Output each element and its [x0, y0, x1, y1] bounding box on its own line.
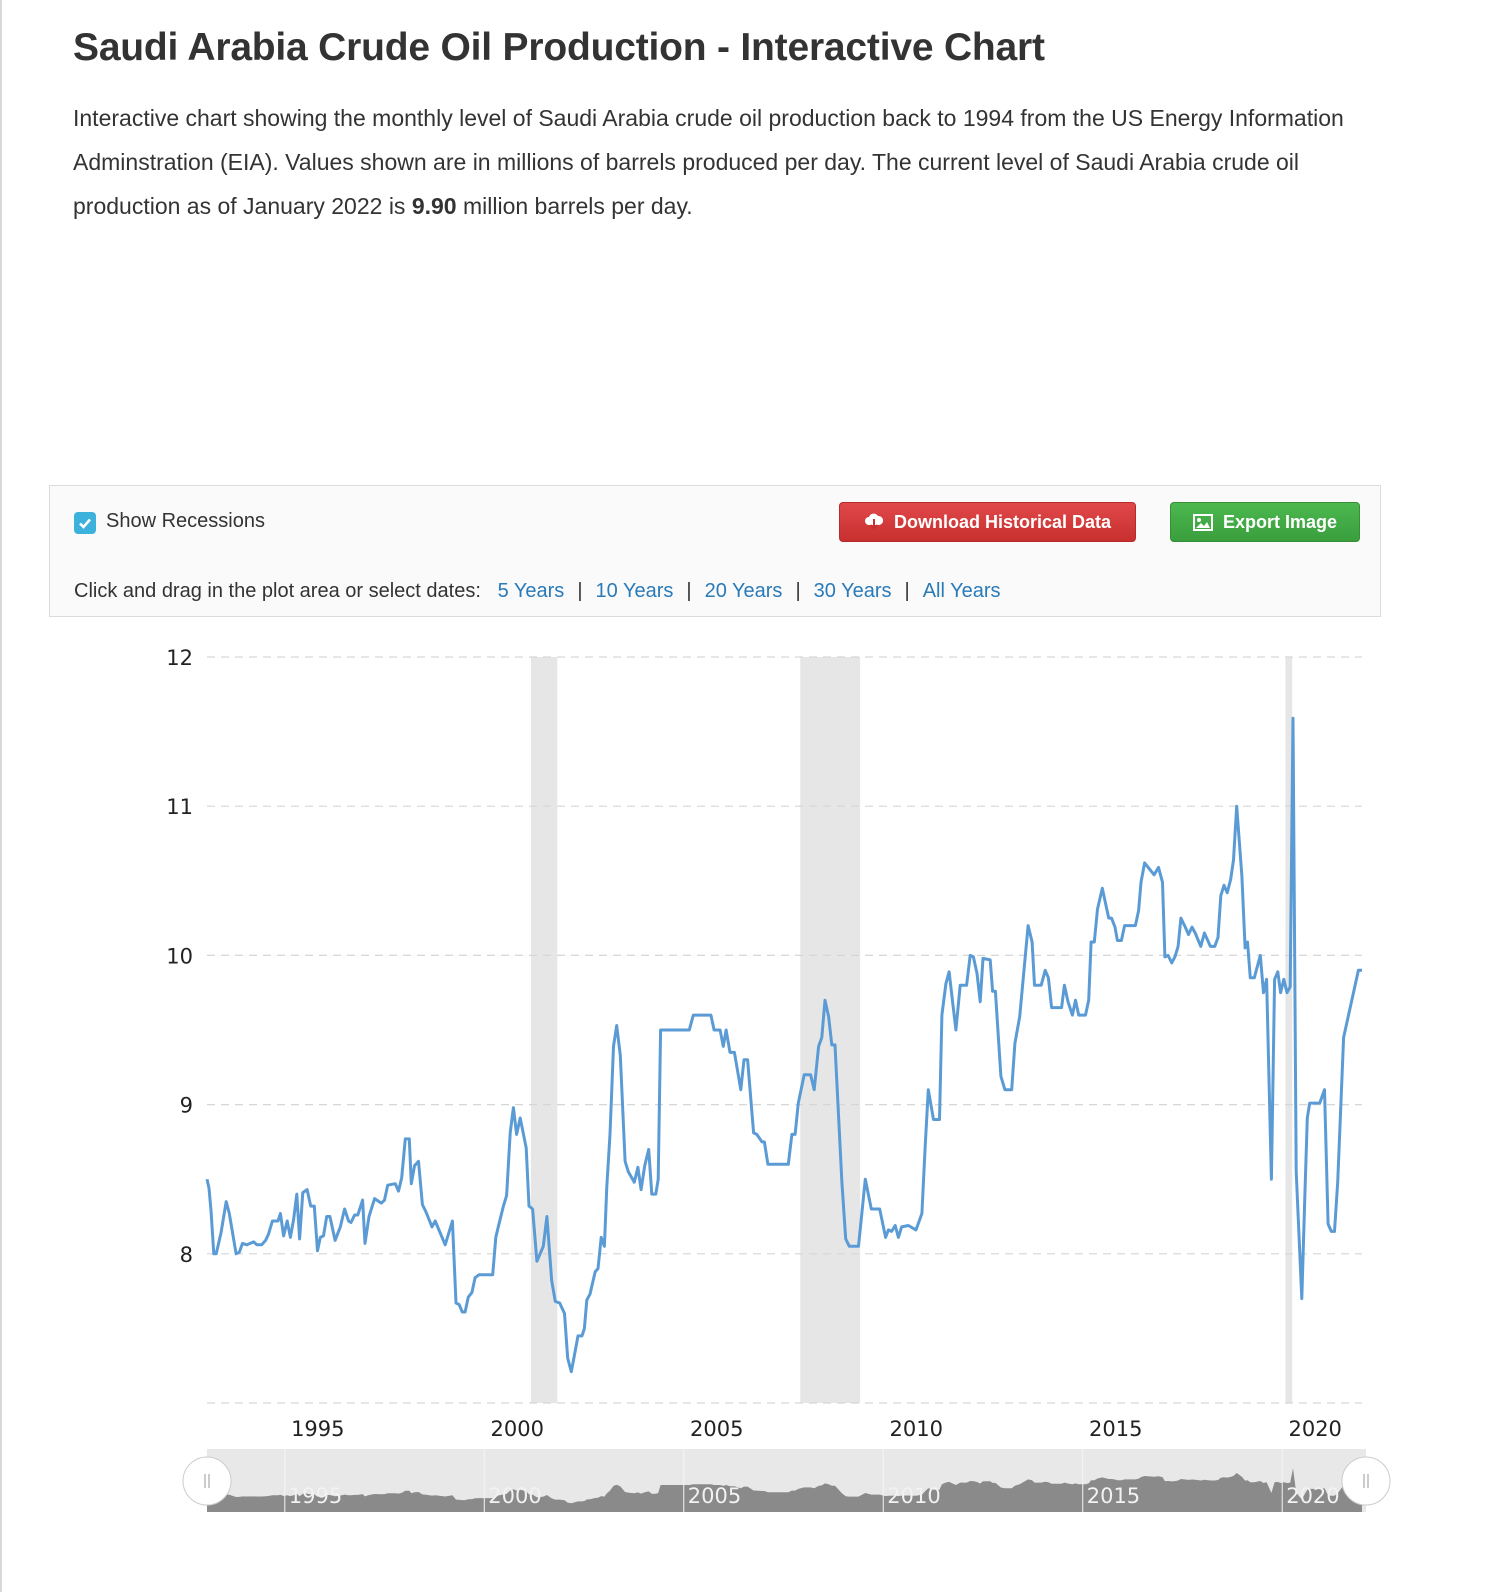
navigator-right-handle[interactable] — [1341, 1456, 1391, 1506]
y-tick-label: 9 — [180, 1094, 193, 1118]
navigator: 1995 2000 2005 2010 2015 2020 — [182, 1449, 1391, 1512]
recession-bands — [530, 657, 1293, 1403]
description-text: Interactive chart showing the monthly le… — [73, 105, 1344, 219]
range-20-years[interactable]: 20 Years — [704, 580, 783, 602]
page-left-border — [0, 0, 2, 1592]
checkmark-icon — [79, 518, 91, 529]
chart-controls-panel: Show Recessions Download Historical Data… — [49, 485, 1381, 617]
show-recessions-label[interactable]: Show Recessions — [106, 510, 265, 532]
x-axis-labels: 1995 2000 2005 2010 2015 2020 — [291, 1417, 1342, 1441]
navigator-series-area — [207, 1468, 1362, 1512]
range-5-years[interactable]: 5 Years — [497, 580, 565, 602]
page-title: Saudi Arabia Crude Oil Production - Inte… — [73, 26, 1045, 69]
range-separator: | — [577, 580, 583, 602]
export-image-button[interactable]: Export Image — [1170, 502, 1360, 542]
date-range-selector: Click and drag in the plot area or selec… — [74, 580, 1001, 603]
x-tick-label: 2005 — [690, 1417, 743, 1441]
recession-band — [1285, 657, 1293, 1403]
series-line — [205, 716, 1362, 1374]
show-recessions-checkbox[interactable] — [74, 512, 96, 534]
navigator-label: 2000 — [488, 1484, 541, 1508]
range-all-years[interactable]: All Years — [922, 580, 1001, 602]
cloud-download-icon — [864, 513, 883, 531]
image-icon — [1192, 513, 1213, 531]
range-30-years[interactable]: 30 Years — [813, 580, 892, 602]
download-label: Download Historical Data — [893, 511, 1112, 532]
handle-circle — [1341, 1456, 1391, 1506]
y-tick-label: 8 — [180, 1243, 193, 1267]
page-description: Interactive chart showing the monthly le… — [73, 96, 1393, 228]
download-historical-data-button[interactable]: Download Historical Data — [839, 502, 1136, 542]
y-tick-label: 10 — [166, 944, 193, 968]
x-tick-label: 1995 — [291, 1417, 344, 1441]
navigator-label: 2010 — [887, 1484, 940, 1508]
navigator-label: 2020 — [1286, 1484, 1339, 1508]
navigator-label: 1995 — [289, 1484, 342, 1508]
navigator-left-handle[interactable] — [182, 1456, 232, 1506]
current-value: 9.90 — [411, 193, 457, 219]
range-separator: | — [904, 580, 910, 602]
handle-circle — [182, 1456, 232, 1506]
x-tick-label: 2010 — [890, 1417, 943, 1441]
y-tick-label: 12 — [166, 646, 193, 670]
x-tick-label: 2015 — [1089, 1417, 1142, 1441]
navigator-label: 2005 — [688, 1484, 741, 1508]
export-label: Export Image — [1222, 511, 1338, 532]
range-separator: | — [686, 580, 692, 602]
range-10-years[interactable]: 10 Years — [595, 580, 674, 602]
range-prompt: Click and drag in the plot area or selec… — [74, 580, 481, 602]
description-text-end: million barrels per day. — [456, 193, 693, 219]
x-tick-label: 2020 — [1288, 1417, 1341, 1441]
range-separator: | — [795, 580, 801, 602]
y-tick-label: 11 — [166, 795, 193, 819]
gridlines — [207, 656, 1362, 1404]
navigator-label: 2015 — [1087, 1484, 1140, 1508]
x-tick-label: 2000 — [491, 1417, 544, 1441]
y-axis-labels: 8 9 10 11 12 — [166, 646, 193, 1267]
